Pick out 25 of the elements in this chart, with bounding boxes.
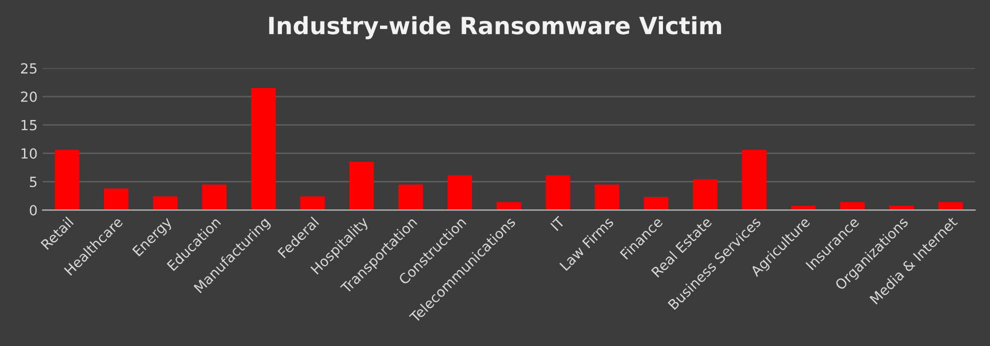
y-tick-label: 15 [22, 120, 36, 130]
bar [54, 150, 80, 210]
bar [300, 196, 325, 210]
bar [202, 184, 227, 210]
x-tick-label: IT [550, 216, 566, 231]
bar [840, 202, 865, 210]
bar [496, 202, 522, 210]
bar [692, 179, 718, 210]
bar [742, 150, 767, 210]
bar [644, 196, 668, 210]
bar [251, 88, 276, 210]
y-tick-label: 20 [21, 92, 37, 102]
bar [349, 162, 374, 210]
bar [153, 196, 178, 210]
y-tick-label: 10 [22, 148, 37, 159]
y-tick-label: 5 [30, 176, 36, 188]
bar [398, 184, 423, 210]
y-tick-label: 0 [30, 204, 37, 216]
bar [594, 184, 620, 210]
bar [546, 175, 570, 210]
bar [448, 175, 472, 210]
bar [104, 188, 128, 210]
y-tick-label: 25 [21, 63, 36, 74]
bar [938, 202, 963, 210]
chart-title: Industry-wide Ransomware Victim [269, 16, 722, 40]
